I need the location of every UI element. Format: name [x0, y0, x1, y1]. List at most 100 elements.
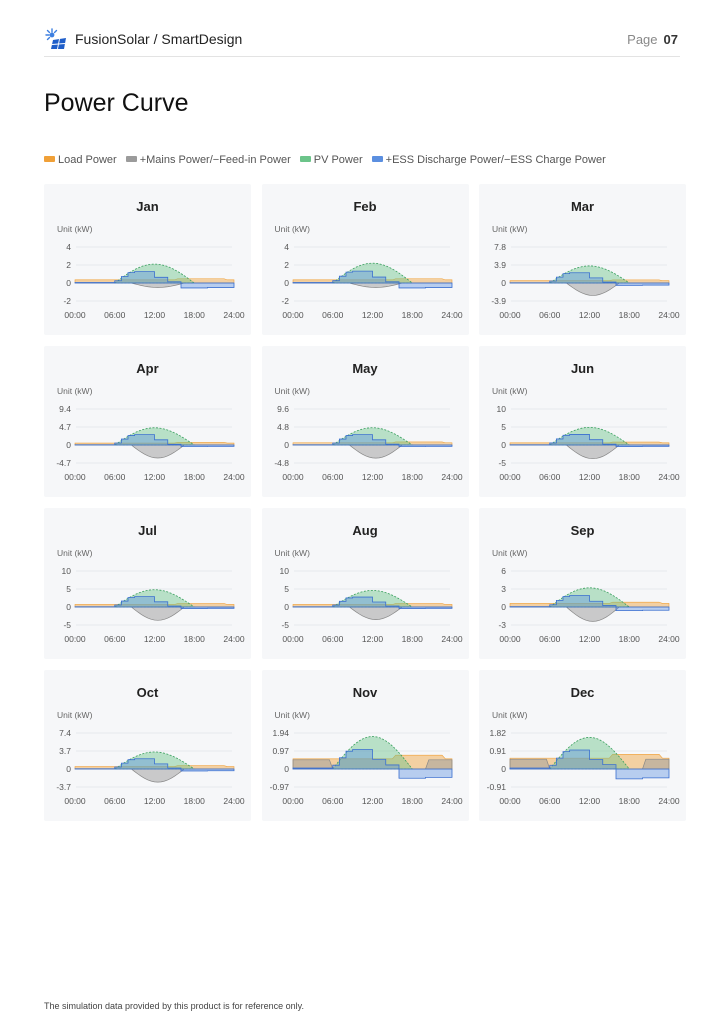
y-axis-unit-label: Unit (kW) — [492, 224, 528, 234]
x-tick-label: 24:00 — [658, 310, 680, 320]
y-tick-label: 1.94 — [272, 728, 289, 738]
x-tick-label: 00:00 — [64, 634, 86, 644]
y-tick-label: -0.91 — [487, 782, 507, 792]
x-tick-label: 06:00 — [104, 634, 126, 644]
x-tick-label: 24:00 — [223, 472, 245, 482]
y-tick-label: 5 — [284, 584, 289, 594]
y-tick-label: 4 — [284, 242, 289, 252]
y-tick-label: 0 — [501, 764, 506, 774]
x-tick-label: 18:00 — [184, 472, 206, 482]
y-axis-unit-label: Unit (kW) — [274, 548, 310, 558]
month-chart-card: 9.4 4.7 0 -4.7 00:00 06:00 12:00 18:00 24:00 Apr U… — [44, 346, 251, 497]
x-tick-label: 12:00 — [144, 472, 166, 482]
y-tick-label: -4.8 — [274, 458, 289, 468]
y-tick-label: 0 — [501, 440, 506, 450]
mains-power-area — [510, 444, 669, 460]
legend-swatch — [299, 156, 311, 162]
x-tick-label: 24:00 — [441, 472, 463, 482]
legend-label: Load Power — [58, 154, 117, 166]
ess-power-area — [74, 758, 235, 772]
x-tick-label: 12:00 — [361, 472, 383, 482]
y-tick-label: 10 — [279, 566, 289, 576]
y-tick-label: 3 — [501, 584, 506, 594]
y-tick-label: 10 — [62, 566, 72, 576]
x-tick-label: 00:00 — [282, 472, 304, 482]
y-tick-label: 0 — [66, 440, 71, 450]
y-tick-label: 2 — [284, 260, 289, 270]
chart-title: Mar — [570, 199, 595, 214]
y-tick-label: -5 — [498, 458, 506, 468]
y-tick-label: 0 — [66, 764, 71, 774]
page-label: Page — [627, 32, 658, 47]
legend-label: +Mains Power/−Feed-in Power — [139, 154, 291, 166]
x-tick-label: 12:00 — [361, 634, 383, 644]
y-tick-label: 10 — [497, 404, 507, 414]
y-tick-label: 3.9 — [494, 260, 506, 270]
y-tick-label: 5 — [501, 422, 506, 432]
y-tick-label: 0 — [66, 278, 71, 288]
power-curve-chart: 7.4 3.7 0 -3.7 00:00 06:00 12:00 18:00 24:00 — [56, 728, 245, 806]
month-chart-card: 10 5 0 -5 00:00 06:00 12:00 18:00 24:00 Jun Unit (… — [479, 346, 686, 497]
x-tick-label: 24:00 — [658, 634, 680, 644]
y-tick-label: 0 — [501, 602, 506, 612]
x-tick-label: 12:00 — [579, 796, 601, 806]
x-tick-label: 18:00 — [401, 796, 423, 806]
chart-title: May — [352, 361, 378, 376]
power-curve-chart: 7.8 3.9 0 -3.9 00:00 06:00 12:00 18:00 24:00 — [491, 242, 680, 320]
y-tick-label: -3 — [498, 620, 506, 630]
x-tick-label: 06:00 — [104, 796, 126, 806]
legend-swatch — [371, 156, 383, 162]
x-tick-label: 18:00 — [184, 310, 206, 320]
y-tick-label: 0.97 — [272, 746, 289, 756]
y-axis-unit-label: Unit (kW) — [492, 548, 528, 558]
x-tick-label: 12:00 — [579, 472, 601, 482]
x-tick-label: 18:00 — [401, 472, 423, 482]
x-tick-label: 18:00 — [184, 634, 206, 644]
ess-power-area — [292, 434, 452, 447]
chart-title: Nov — [352, 685, 378, 700]
x-tick-label: 00:00 — [499, 796, 521, 806]
y-axis-unit-label: Unit (kW) — [57, 710, 93, 720]
page-title: Power Curve — [44, 89, 189, 117]
x-tick-label: 12:00 — [361, 310, 383, 320]
ess-power-area — [74, 596, 235, 609]
power-curve-chart: 10 5 0 -5 00:00 06:00 12:00 18:00 24:00 — [497, 404, 680, 482]
chart-title: Sep — [570, 523, 595, 538]
y-tick-label: 7.8 — [494, 242, 506, 252]
x-tick-label: 06:00 — [539, 472, 561, 482]
y-axis-unit-label: Unit (kW) — [57, 548, 93, 558]
power-curve-chart: 4 2 0 -2 00:00 06:00 12:00 18:00 24:00 — [281, 242, 462, 320]
page-header: FusionSolar / SmartDesign Page 07 — [44, 26, 680, 57]
y-tick-label: -3.7 — [56, 782, 71, 792]
legend-label: PV Power — [313, 154, 363, 166]
y-axis-unit-label: Unit (kW) — [274, 386, 310, 396]
x-tick-label: 06:00 — [539, 310, 561, 320]
y-axis-unit-label: Unit (kW) — [492, 710, 528, 720]
ess-power-area — [509, 272, 670, 286]
ess-power-area — [74, 271, 235, 289]
x-tick-label: 00:00 — [499, 634, 521, 644]
y-axis-unit-label: Unit (kW) — [492, 386, 528, 396]
brand-name: FusionSolar / SmartDesign — [75, 31, 243, 47]
ess-power-area — [292, 596, 452, 609]
y-tick-label: 4 — [66, 242, 71, 252]
disclaimer-footer: The simulation data provided by this pro… — [44, 1001, 304, 1011]
y-tick-label: 5 — [66, 584, 71, 594]
page-number: 07 — [663, 32, 678, 47]
y-tick-label: -0.97 — [269, 782, 289, 792]
month-chart-card: 10 5 0 -5 00:00 06:00 12:00 18:00 24:00 Jul Unit (… — [44, 508, 251, 659]
legend-label: +ESS Discharge Power/−ESS Charge Power — [385, 154, 606, 166]
y-tick-label: 0 — [66, 602, 71, 612]
y-axis-unit-label: Unit (kW) — [274, 710, 310, 720]
x-tick-label: 24:00 — [658, 796, 680, 806]
month-chart-card: 1.82 0.91 0 -0.91 00:00 06:00 12:00 18:00 24:00 D… — [479, 670, 686, 821]
ess-power-area — [292, 749, 452, 779]
y-tick-label: -5 — [63, 620, 71, 630]
y-tick-label: 0 — [501, 278, 506, 288]
y-tick-label: -2 — [63, 296, 71, 306]
ess-power-area — [509, 749, 670, 780]
y-tick-label: 4.7 — [59, 422, 71, 432]
mains-power-area — [292, 444, 452, 459]
power-curve-chart: 10 5 0 -5 00:00 06:00 12:00 18:00 24:00 — [62, 566, 245, 644]
month-chart-card: 7.8 3.9 0 -3.9 00:00 06:00 12:00 18:00 24:00 Mar U… — [479, 184, 686, 335]
